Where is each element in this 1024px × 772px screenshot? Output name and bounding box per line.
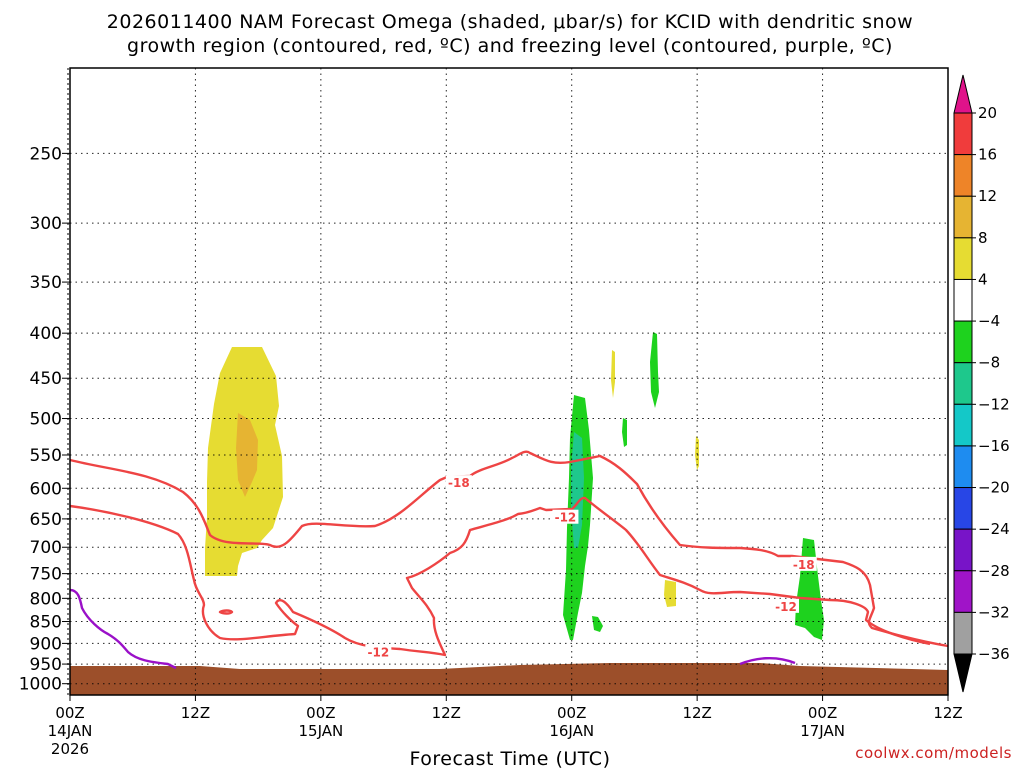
y-tick-label: 800	[30, 589, 62, 609]
colorbar-bin	[953, 154, 973, 197]
x-tick-date-label: 16JAN	[549, 722, 594, 740]
colorbar-tick-label: 4	[978, 270, 988, 288]
omega-pocket-small-3	[664, 580, 676, 607]
x-axis-title: Forecast Time (UTC)	[410, 748, 611, 768]
y-tick-label: 950	[30, 655, 62, 675]
y-tick-label: 400	[30, 324, 62, 344]
colorbar-bin	[953, 487, 973, 530]
credit-link[interactable]: coolwx.com/models	[855, 744, 1012, 762]
y-tick-label: 850	[30, 613, 62, 633]
colorbar-tick-label: −36	[978, 645, 1010, 663]
colorbar-bin	[953, 611, 973, 655]
x-tick-label: 00Z	[306, 704, 335, 722]
terrain-fill	[70, 663, 948, 695]
omega-pocket-small-1	[611, 350, 615, 398]
colorbar-tick-label: 8	[978, 229, 988, 247]
x-tick-label: 00Z	[557, 704, 586, 722]
freezing-level-contour-left	[69, 588, 177, 670]
colorbar-tick-label: −12	[978, 395, 1010, 413]
y-tick-label: 600	[30, 479, 62, 499]
y-tick-label: 500	[30, 410, 62, 430]
isotherm-contours	[69, 450, 949, 657]
x-tick-label: 00Z	[808, 704, 837, 722]
contour-label-bg	[445, 475, 472, 490]
contour-label-bg	[790, 556, 817, 571]
isotherm-minus18-contour	[69, 450, 949, 648]
contour-label-bg	[552, 509, 579, 524]
x-tick-date-label: 17JAN	[800, 722, 845, 740]
colorbar-bin	[953, 570, 973, 613]
x-tick-label: 12Z	[432, 704, 461, 722]
colorbar-tick-label: −16	[978, 437, 1010, 455]
freezing-level-contour-right	[739, 657, 796, 666]
y-axis: 2503003504004505005506006507007508008509…	[19, 144, 70, 695]
y-tick-label: 650	[30, 510, 62, 530]
y-tick-label: 1000	[19, 675, 62, 695]
colorbar-tick-label: 20	[978, 104, 997, 122]
colorbar-bin	[953, 195, 973, 239]
colorbar-tick-label: 12	[978, 187, 997, 205]
colorbar-bin-top	[953, 74, 973, 114]
contour-label-bg	[772, 598, 799, 613]
y-tick-label: 300	[30, 214, 62, 234]
y-tick-label: 350	[30, 273, 62, 293]
colorbar-bin	[953, 237, 973, 280]
colorbar-tick-label: −24	[978, 520, 1010, 538]
y-tick-label: 450	[30, 369, 62, 389]
colorbar-tick-label: −4	[978, 312, 1000, 330]
contour-label: -12	[775, 600, 797, 614]
colorbar-bin	[953, 320, 973, 364]
colorbar-bin	[953, 403, 973, 447]
colorbar-tick-label: −32	[978, 603, 1010, 621]
omega-sink-small-1	[650, 332, 659, 408]
plot-frame	[69, 67, 949, 696]
colorbar-bin	[953, 362, 973, 405]
chart-title-line-1: 2026011400 NAM Forecast Omega (shaded, μ…	[107, 11, 913, 33]
y-tick-label: 700	[30, 538, 62, 558]
contour-label: -18	[448, 476, 470, 490]
colorbar-bin	[953, 278, 973, 322]
isotherm-small-closed-contour	[218, 609, 234, 615]
contour-label: -12	[368, 646, 390, 660]
colorbar-bin	[953, 528, 973, 572]
gridlines	[70, 68, 948, 695]
contour-label: -18	[793, 558, 815, 572]
x-tick-label: 12Z	[682, 704, 711, 722]
contour-label-bg	[365, 644, 392, 659]
colorbar: 20 16 12 8 4 −4 −8 −12 −16 −20 −24 −28 −32 −36	[953, 74, 1010, 693]
colorbar-bin-bottom	[953, 653, 973, 693]
isotherm-minus12-contour	[69, 496, 931, 657]
colorbar-tick-label: −28	[978, 562, 1010, 580]
x-tick-date-label: 15JAN	[298, 722, 343, 740]
x-tick-label: 12Z	[933, 704, 962, 722]
y-tick-label: 900	[30, 634, 62, 654]
colorbar-tick-label: 16	[978, 146, 997, 164]
colorbar-bin	[953, 445, 973, 489]
x-tick-year-label: 2026	[51, 740, 89, 758]
x-tick-date-label: 14JAN	[48, 722, 93, 740]
omega-sink-small-2	[622, 418, 627, 447]
x-tick-label: 00Z	[55, 704, 84, 722]
colorbar-tick-label: −20	[978, 479, 1010, 497]
x-tick-label: 12Z	[181, 704, 210, 722]
contour-label: -12	[555, 511, 577, 525]
y-tick-label: 250	[30, 144, 62, 164]
y-tick-label: 750	[30, 565, 62, 585]
chart-title-line-2: growth region (contoured, red, ºC) and f…	[127, 35, 893, 57]
contour-labels: -18 -12 -18 -12 -12	[365, 475, 817, 660]
omega-sink-small-3	[592, 616, 603, 632]
colorbar-bin	[953, 112, 973, 156]
y-tick-label: 550	[30, 446, 62, 466]
colorbar-tick-label: −8	[978, 354, 1000, 372]
freezing-level-contours	[69, 588, 796, 670]
